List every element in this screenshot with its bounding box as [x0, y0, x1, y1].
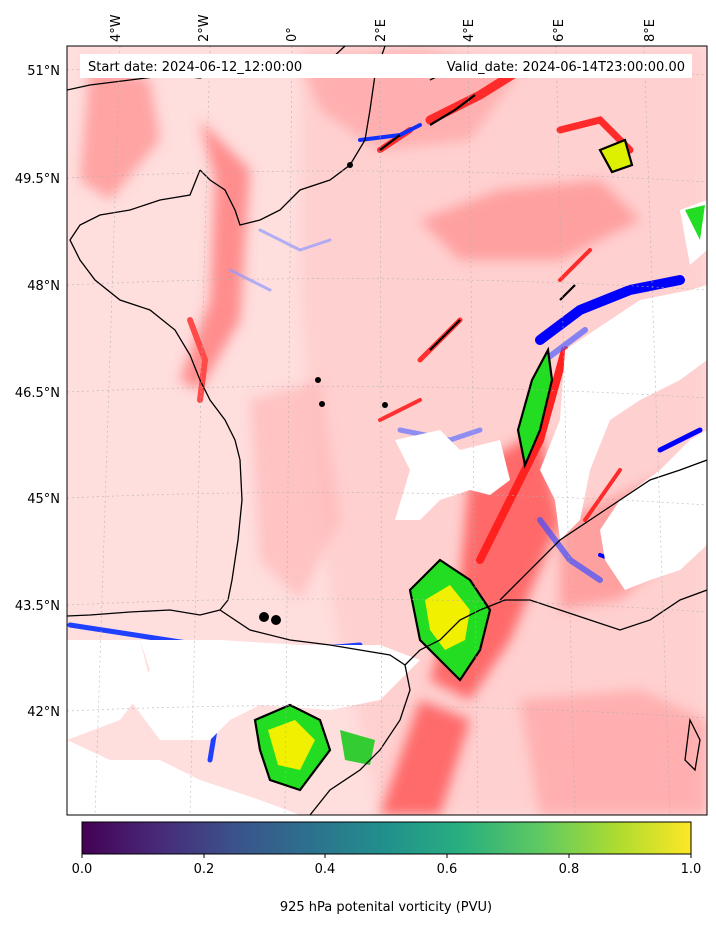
colorbar-tick-label: 0.2 [194, 862, 215, 877]
colorbar-tick-label: 0.4 [315, 862, 336, 877]
pv-field [67, 46, 707, 815]
graticule [67, 46, 707, 815]
lon-tick: 0° [285, 27, 300, 42]
map-frame [66, 45, 708, 816]
lon-tick: 2°W [197, 14, 212, 42]
colorbar-tick-label: 0.6 [437, 862, 458, 877]
lat-tick: 43.5°N [15, 599, 60, 614]
colorbar-gradient [81, 821, 692, 855]
lon-tick: 6°E [552, 19, 567, 42]
colorbar-ticks [81, 854, 692, 858]
lon-tick: 2°E [374, 19, 389, 42]
lon-tick: 8°E [643, 19, 658, 42]
colorbar-tick-label: 0.0 [72, 862, 93, 877]
colorbar-title: 925 hPa potenital vorticity (PVU) [280, 900, 492, 915]
valid-date-label: Valid_date: 2024-06-14T23:00:00.00 [447, 60, 685, 75]
lon-tick: 4°W [109, 14, 124, 42]
colorbar-tick-label: 1.0 [681, 862, 702, 877]
lat-tick: 48°N [27, 279, 60, 294]
lon-tick: 4°E [462, 19, 477, 42]
lat-tick: 45°N [27, 492, 60, 507]
pv-high-patches [255, 140, 705, 790]
lat-tick: 46.5°N [15, 386, 60, 401]
header-box [80, 54, 692, 78]
longitude-ticks: 4°W 2°W 0° 2°E 4°E 6°E 8°E [109, 14, 658, 42]
colorbar-tick-label: 0.8 [559, 862, 580, 877]
lat-tick: 51°N [27, 64, 60, 79]
lat-tick: 49.5°N [15, 172, 60, 187]
start-date-label: Start date: 2024-06-12_12:00:00 [88, 60, 302, 75]
latitude-ticks: 51°N 49.5°N 48°N 46.5°N 45°N 43.5°N 42°N [15, 64, 60, 720]
colorbar: 0.0 0.2 0.4 0.6 0.8 1.0 925 hPa potenita… [72, 821, 702, 915]
lat-tick: 42°N [27, 705, 60, 720]
